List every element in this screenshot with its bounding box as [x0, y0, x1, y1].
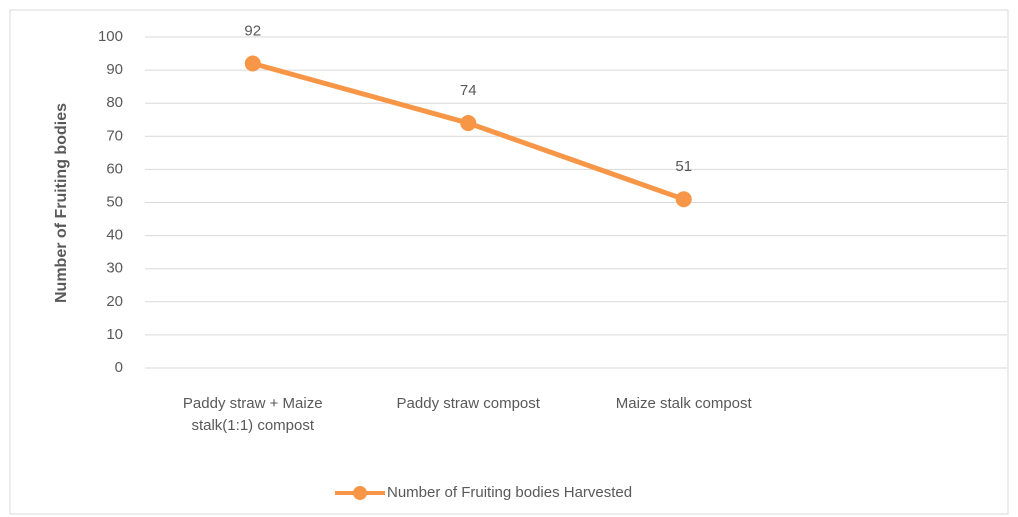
y-axis-label: Number of Fruiting bodies — [53, 103, 70, 303]
data-point — [244, 55, 261, 72]
y-tick-label: 70 — [106, 127, 123, 144]
data-label: 51 — [675, 158, 692, 175]
legend-marker — [353, 486, 367, 500]
y-tick-label: 10 — [106, 326, 123, 343]
data-point — [460, 115, 477, 132]
y-tick-label: 100 — [98, 28, 123, 45]
x-tick-label: Maize stalk compost — [615, 395, 752, 412]
y-tick-label: 50 — [106, 193, 123, 210]
y-tick-label: 60 — [106, 160, 123, 177]
legend-label: Number of Fruiting bodies Harvested — [387, 484, 632, 501]
y-tick-label: 20 — [106, 293, 123, 310]
chart-border — [9, 9, 1009, 515]
data-label: 92 — [244, 22, 261, 39]
y-tick-label: 0 — [115, 359, 123, 376]
y-tick-label: 30 — [106, 260, 123, 277]
y-tick-label: 80 — [106, 94, 123, 111]
data-point — [675, 191, 692, 208]
y-tick-label: 40 — [106, 227, 123, 244]
x-tick-label: Paddy straw compost — [396, 395, 540, 412]
y-tick-label: 90 — [106, 61, 123, 78]
data-label: 74 — [460, 82, 477, 99]
x-tick-label: Paddy straw + Maize stalk(1:1) compost — [182, 395, 323, 434]
